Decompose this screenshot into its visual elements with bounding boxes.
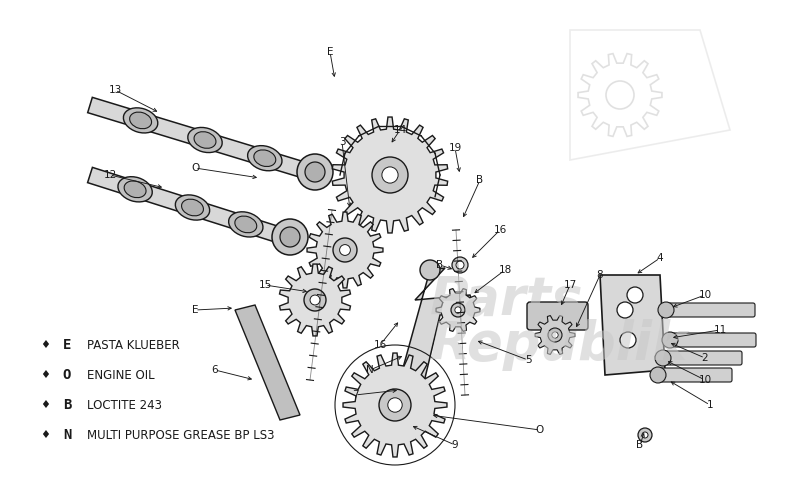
Polygon shape — [332, 117, 448, 233]
Circle shape — [420, 260, 440, 280]
Text: ♦: ♦ — [40, 430, 50, 440]
Circle shape — [548, 328, 562, 342]
Polygon shape — [307, 212, 383, 288]
Text: 10: 10 — [698, 290, 711, 300]
Text: 5: 5 — [525, 355, 531, 365]
Text: 17: 17 — [563, 280, 577, 290]
Polygon shape — [343, 353, 447, 457]
Text: 1: 1 — [706, 400, 714, 410]
FancyBboxPatch shape — [666, 303, 755, 317]
Text: ♦: ♦ — [40, 340, 50, 350]
Circle shape — [451, 303, 465, 317]
Text: PASTA KLUEBER: PASTA KLUEBER — [87, 339, 180, 351]
Polygon shape — [436, 289, 480, 331]
Ellipse shape — [188, 127, 222, 152]
FancyBboxPatch shape — [658, 368, 732, 382]
Text: 13: 13 — [108, 85, 122, 95]
Circle shape — [379, 389, 411, 421]
Circle shape — [340, 245, 350, 255]
Circle shape — [627, 287, 643, 303]
Text: 16: 16 — [374, 340, 386, 350]
Circle shape — [552, 332, 558, 338]
Circle shape — [280, 227, 300, 247]
Text: 7: 7 — [352, 390, 358, 400]
Ellipse shape — [182, 199, 203, 216]
Circle shape — [620, 332, 636, 348]
Polygon shape — [279, 264, 350, 336]
Circle shape — [372, 157, 408, 193]
Text: 18: 18 — [498, 265, 512, 275]
Circle shape — [650, 367, 666, 383]
Text: 15: 15 — [258, 280, 272, 290]
Text: 16: 16 — [494, 225, 506, 235]
Polygon shape — [535, 316, 575, 354]
Text: 10: 10 — [698, 375, 711, 385]
Text: O: O — [536, 425, 544, 435]
Text: Republik: Republik — [430, 319, 688, 371]
Text: O: O — [191, 163, 199, 173]
Text: ♦: ♦ — [40, 370, 50, 380]
Ellipse shape — [124, 181, 146, 197]
Circle shape — [305, 162, 325, 182]
Circle shape — [662, 332, 678, 348]
Text: N: N — [366, 365, 374, 375]
Circle shape — [388, 398, 402, 412]
Text: 11: 11 — [714, 325, 726, 335]
Polygon shape — [600, 275, 665, 375]
Text: N: N — [63, 428, 71, 442]
Circle shape — [456, 261, 464, 269]
Circle shape — [455, 307, 461, 313]
Circle shape — [333, 238, 357, 262]
Ellipse shape — [248, 146, 282, 171]
Text: 14: 14 — [394, 125, 406, 135]
Text: B: B — [637, 440, 643, 450]
FancyBboxPatch shape — [527, 302, 588, 330]
Ellipse shape — [123, 108, 158, 133]
Text: B: B — [477, 175, 483, 185]
Text: ENGINE OIL: ENGINE OIL — [87, 368, 154, 382]
Text: 12: 12 — [103, 170, 117, 180]
Circle shape — [617, 302, 633, 318]
Ellipse shape — [229, 212, 263, 237]
Text: B: B — [437, 260, 443, 270]
Text: 4: 4 — [657, 253, 663, 263]
Circle shape — [655, 350, 671, 366]
Polygon shape — [88, 98, 322, 183]
Text: 19: 19 — [448, 143, 462, 153]
Ellipse shape — [130, 112, 151, 129]
Polygon shape — [390, 268, 475, 420]
Ellipse shape — [175, 195, 210, 220]
Text: E: E — [192, 305, 198, 315]
Text: Parts: Parts — [430, 274, 583, 326]
Polygon shape — [235, 305, 300, 420]
Text: 3: 3 — [338, 137, 346, 147]
Circle shape — [638, 428, 652, 442]
Text: 8: 8 — [597, 270, 603, 280]
Text: 6: 6 — [212, 365, 218, 375]
Text: E: E — [63, 338, 71, 352]
Circle shape — [304, 289, 326, 311]
FancyBboxPatch shape — [670, 333, 756, 347]
Text: B: B — [63, 398, 71, 412]
Text: O: O — [63, 368, 71, 382]
Text: 9: 9 — [452, 440, 458, 450]
Text: E: E — [326, 47, 334, 57]
Circle shape — [297, 154, 333, 190]
Ellipse shape — [254, 150, 276, 167]
Circle shape — [310, 295, 320, 305]
Circle shape — [658, 302, 674, 318]
FancyBboxPatch shape — [663, 351, 742, 365]
Ellipse shape — [194, 132, 216, 148]
Ellipse shape — [118, 177, 152, 202]
Circle shape — [452, 257, 468, 273]
Text: ♦: ♦ — [40, 400, 50, 410]
Circle shape — [642, 432, 648, 438]
Text: MULTI PURPOSE GREASE BP LS3: MULTI PURPOSE GREASE BP LS3 — [87, 428, 274, 441]
Text: 2: 2 — [702, 353, 708, 363]
Polygon shape — [87, 168, 298, 247]
Ellipse shape — [235, 216, 257, 233]
Circle shape — [272, 219, 308, 255]
Circle shape — [382, 167, 398, 183]
Text: LOCTITE 243: LOCTITE 243 — [87, 398, 162, 412]
